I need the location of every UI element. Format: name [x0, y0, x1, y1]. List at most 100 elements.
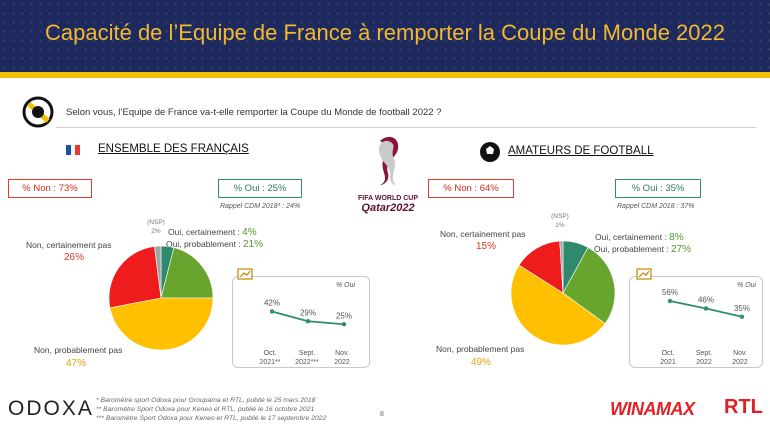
trend-french-label-1: 42%	[264, 299, 280, 308]
non-certainement-value-football: 15%	[476, 241, 497, 252]
oui-certainement-value-football: 8%	[669, 232, 684, 243]
trend-chart-icon	[237, 268, 253, 280]
trend-tick-f1-line1: Oct.	[661, 350, 675, 357]
trend-tick-1-line1: Oct.	[263, 350, 277, 357]
pie-chart-football	[510, 240, 616, 346]
trend-french-label-3: 25%	[336, 311, 352, 320]
page-title: Capacité de l’Equipe de France à remport…	[45, 20, 725, 45]
pie-french-slice-5	[154, 245, 162, 299]
world-cup-trophy-icon	[378, 136, 399, 185]
oui-total-box-football: % Oui : 35%	[615, 179, 701, 198]
section-title-football: AMATEURS DE FOOTBALL	[508, 145, 654, 157]
oui-certainement-label-football: Oui, certainement : 8%	[595, 232, 684, 243]
trend-tick-1: Oct. 2021**	[252, 349, 288, 367]
oui-certainement-value: 4%	[242, 227, 257, 238]
trend-french-label-2: 29%	[300, 308, 316, 317]
odoxa-logo: ODOXA	[8, 397, 94, 420]
oui-total-box: % Oui : 25%	[218, 179, 302, 198]
pie-football-slice-3	[510, 264, 606, 346]
trend-tick-2-line2: 2022***	[295, 359, 319, 366]
non-total-box: % Non : 73%	[8, 179, 92, 198]
trend-box-french	[232, 276, 370, 368]
rappel-note: Rappel CDM 2018* : 24%	[220, 203, 301, 210]
trend-legend-football: % Oui	[737, 282, 757, 289]
pie-french-slice-3	[109, 297, 214, 351]
world-cup-line-1: FIFA WORLD CUP	[357, 195, 418, 202]
non-certainement-label: Non, certainement pas	[26, 240, 112, 250]
non-certainement-value: 26%	[64, 252, 85, 263]
trend-football-point-1	[667, 298, 673, 304]
trend-box-football	[629, 276, 763, 368]
trend-tick-f3-line2: 2022	[732, 359, 748, 366]
footnote-3: *** Baromètre Sport Odoxa pour Keneo et …	[96, 415, 327, 422]
non-certainement-label-football: Non, certainement pas	[440, 229, 526, 239]
trend-tick-f3-line1: Nov.	[733, 350, 747, 357]
trend-football-label-3: 35%	[734, 304, 750, 313]
trend-tick-f3: Nov. 2022	[722, 349, 758, 367]
trend-tick-2-line1: Sept.	[298, 350, 316, 357]
divider	[56, 127, 756, 128]
trend-tick-1-line2: 2021**	[259, 359, 281, 366]
trend-line-french: 42% 29% 25%	[264, 299, 352, 327]
trend-french-point-3	[341, 322, 347, 327]
football-icon	[480, 142, 500, 162]
world-cup-caption: FIFA WORLD CUP Qatar2022	[344, 195, 432, 214]
oui-certainement-text: Oui, certainement :	[168, 227, 243, 237]
nsp-label: (NSP)	[147, 219, 165, 226]
header-banner	[0, 0, 770, 72]
oui-probablement-value: 21%	[243, 239, 264, 250]
non-probablement-label-football: Non, probablement pas	[436, 344, 525, 354]
pie-football-slice-2	[562, 247, 616, 324]
trend-french-point-1	[269, 309, 275, 314]
odoxa-emblem-icon	[22, 96, 54, 128]
trend-tick-3-line2: 2022	[334, 359, 350, 366]
oui-probablement-value-football: 27%	[671, 244, 692, 255]
trend-tick-f1-line2: 2021	[660, 359, 676, 366]
survey-question: Selon vous, l’Equipe de France va-t-elle…	[66, 107, 442, 118]
winamax-logo: WINAMAX	[610, 399, 695, 419]
pie-french-slice-4	[108, 246, 162, 309]
non-total-box-football: % Non : 64%	[428, 179, 514, 198]
trend-tick-2: Sept. 2022***	[289, 349, 325, 367]
trend-football-label-2: 46%	[698, 296, 714, 305]
nsp-value-football: 1%	[555, 222, 565, 229]
oui-certainement-text-football: Oui, certainement :	[595, 232, 670, 242]
pie-football-slice-5	[559, 240, 564, 294]
pie-chart-french	[108, 245, 214, 351]
non-probablement-value: 47%	[66, 358, 87, 369]
header-band	[0, 72, 770, 78]
trend-line-football: 56% 46% 35%	[662, 288, 750, 319]
trend-football-label-1: 56%	[662, 288, 678, 297]
footnote-2: ** Baromètre Sport Odoxa pour Keneo et R…	[96, 406, 315, 413]
nsp-value: 2%	[151, 228, 161, 235]
non-probablement-value-football: 49%	[471, 357, 492, 368]
trend-football-point-2	[703, 306, 709, 311]
nsp-label-football: (NSP)	[551, 213, 569, 220]
oui-probablement-label-football: Oui, probablement : 27%	[594, 244, 691, 255]
oui-certainement-label: Oui, certainement : 4%	[168, 227, 257, 238]
trend-tick-f2-line1: Sept.	[695, 350, 713, 357]
pie-football-slice-4	[518, 240, 564, 294]
footnotes: * Baromètre sport Odoxa pour Groupama et…	[96, 396, 326, 423]
trend-tick-f2: Sept. 2022	[686, 349, 722, 367]
world-cup-line-2: Qatar2022	[361, 202, 415, 214]
trend-legend-french: % Oui	[336, 282, 356, 289]
pie-french-slice-2	[160, 247, 214, 299]
oui-probablement-text: Oui, probablement :	[166, 239, 244, 249]
section-title-french: ENSEMBLE DES FRANÇAIS	[98, 143, 249, 155]
footnote-1: * Baromètre sport Odoxa pour Groupama et…	[96, 397, 316, 404]
trend-chart-icon-football	[636, 268, 652, 280]
rtl-logo: RTL	[724, 396, 763, 418]
trend-tick-f1: Oct. 2021	[650, 349, 686, 367]
oui-probablement-label: Oui, probablement : 21%	[166, 239, 263, 250]
trend-football-point-3	[739, 314, 745, 319]
france-flag-icon	[66, 145, 80, 155]
page-number: 8	[380, 411, 384, 418]
trend-tick-3-line1: Nov.	[335, 350, 349, 357]
rappel-note-football: Rappel CDM 2018 : 37%	[617, 203, 695, 210]
trend-tick-3: Nov. 2022	[324, 349, 360, 367]
non-probablement-label: Non, probablement pas	[34, 345, 123, 355]
trend-tick-f2-line2: 2022	[696, 359, 712, 366]
oui-probablement-text-football: Oui, probablement :	[594, 244, 672, 254]
trend-french-point-2	[305, 319, 311, 324]
